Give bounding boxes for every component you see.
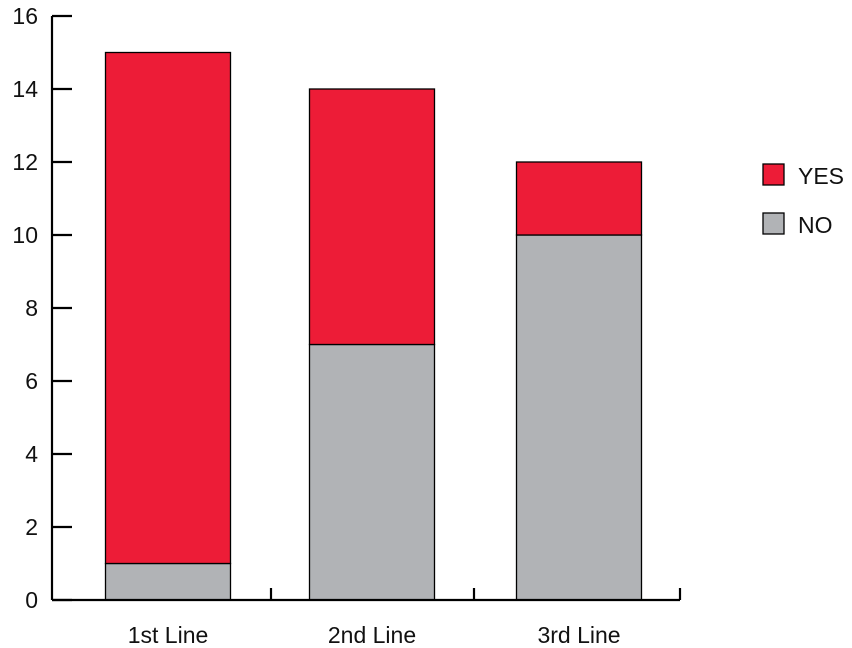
bar-yes-2 bbox=[308, 88, 436, 346]
y-tick-label: 2 bbox=[25, 514, 38, 540]
legend-swatch-no bbox=[762, 212, 785, 235]
legend: YES NO bbox=[762, 163, 844, 238]
y-tick-label: 12 bbox=[12, 149, 38, 175]
y-tick-label: 0 bbox=[25, 587, 38, 613]
y-tick-label: 10 bbox=[12, 222, 38, 248]
x-category-label: 1st Line bbox=[128, 622, 209, 648]
y-tick-label: 8 bbox=[25, 295, 38, 321]
legend-swatch-yes bbox=[762, 163, 785, 186]
bar-yes-3 bbox=[515, 161, 643, 236]
bar-yes-1 bbox=[104, 51, 232, 565]
bars-group bbox=[104, 51, 643, 601]
y-tick-label: 6 bbox=[25, 368, 38, 394]
y-tick-label: 14 bbox=[12, 76, 38, 102]
axes-group: 0 2 4 6 8 10 12 14 16 1st Line 2nd Line 3rd Line bbox=[12, 3, 682, 648]
legend-label-yes: YES bbox=[798, 163, 844, 189]
x-category-label: 3rd Line bbox=[537, 622, 620, 648]
y-tick-label: 16 bbox=[12, 3, 38, 29]
bar-no-3 bbox=[515, 234, 643, 601]
bar-no-2 bbox=[308, 343, 436, 601]
y-tick-label: 4 bbox=[25, 441, 38, 467]
legend-label-no: NO bbox=[798, 212, 833, 238]
x-category-label: 2nd Line bbox=[328, 622, 416, 648]
bar-no-1 bbox=[104, 562, 232, 601]
